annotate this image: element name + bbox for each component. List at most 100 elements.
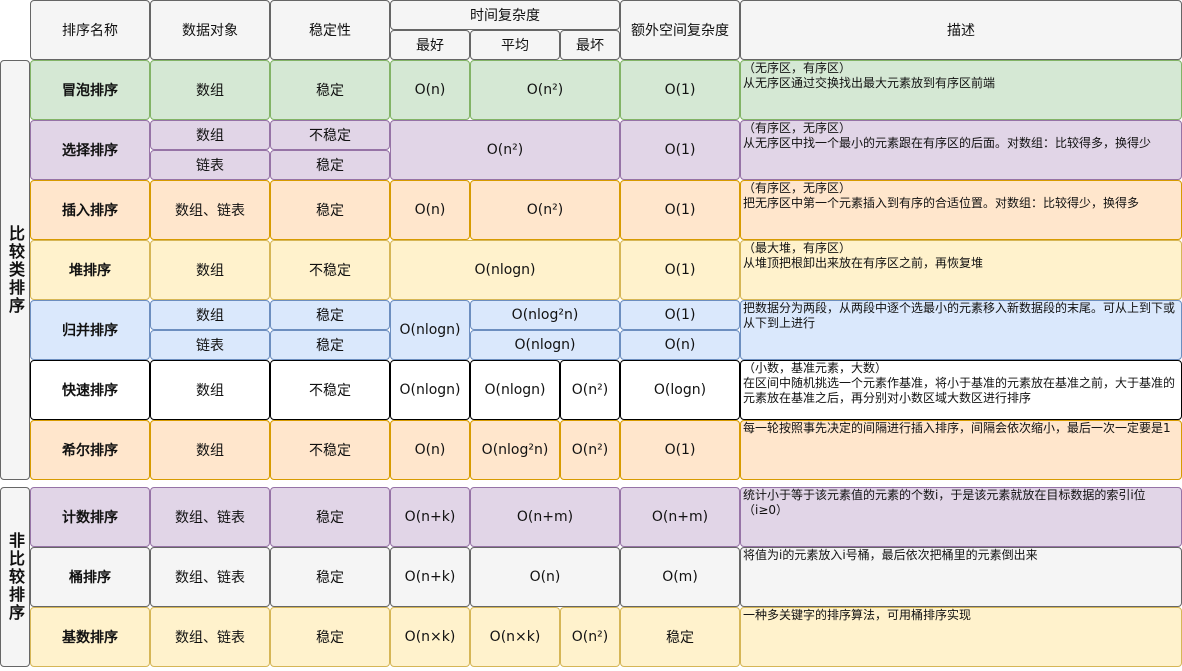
table-cell: O(n×k) (470, 607, 560, 667)
table-cell: 链表 (150, 330, 270, 360)
table-cell: 稳定 (270, 487, 390, 547)
table-cell: O(n²) (560, 360, 620, 420)
table-cell: O(n+k) (390, 487, 470, 547)
table-cell: 数组、链表 (150, 607, 270, 667)
sort-name: 插入排序 (30, 180, 150, 240)
header-cell: 排序名称 (30, 0, 150, 60)
description: （最大堆，有序区） 从堆顶把根卸出来放在有序区之前，再恢复堆 (740, 240, 1182, 300)
sort-name: 希尔排序 (30, 420, 150, 480)
table-cell: O(n) (390, 420, 470, 480)
description-line: 统计小于等于该元素值的元素的个数i，于是该元素就放在目标数据的索引i位（i≥0） (743, 488, 1146, 517)
table-cell: O(nlogn) (470, 360, 560, 420)
table-cell: O(1) (620, 120, 740, 180)
table-cell: O(m) (620, 547, 740, 607)
sort-name: 冒泡排序 (30, 60, 150, 120)
description-line: 从堆顶把根卸出来放在有序区之前，再恢复堆 (743, 256, 984, 270)
description: 将值为i的元素放入i号桶，最后依次把桶里的元素倒出来 (740, 547, 1182, 607)
group-label: 比较类排序 (0, 60, 30, 480)
table-cell: 数组 (150, 60, 270, 120)
table-cell: 稳定 (270, 60, 390, 120)
table-cell: O(nlogn) (390, 360, 470, 420)
table-cell: O(1) (620, 420, 740, 480)
table-cell: 不稳定 (270, 240, 390, 300)
description: （小数，基准元素，大数） 在区间中随机挑选一个元素作基准，将小于基准的元素放在基准… (740, 360, 1182, 420)
table-cell: O(1) (620, 300, 740, 330)
table-cell: 数组、链表 (150, 180, 270, 240)
table-cell: O(1) (620, 180, 740, 240)
table-cell: 稳定 (270, 607, 390, 667)
header-cell: 最坏 (560, 30, 620, 60)
description-line: （有序区，无序区） (743, 121, 852, 135)
header-cell: 最好 (390, 30, 470, 60)
header-cell: 平均 (470, 30, 560, 60)
description-line: 每一轮按照事先决定的间隔进行插入排序，间隔会依次缩小，最后一次一定要是1 (743, 421, 1171, 435)
description-line: （无序区，有序区） (743, 61, 852, 75)
description: （有序区，无序区） 把无序区中第一个元素插入到有序的合适位置。对数组：比较得少，换… (740, 180, 1182, 240)
table-cell: O(n) (390, 180, 470, 240)
table-cell: O(nlog²n) (470, 300, 620, 330)
description: 一种多关键字的排序算法，可用桶排序实现 (740, 607, 1182, 667)
description-line: （有序区，无序区） (743, 181, 852, 195)
header-cell: 描述 (740, 0, 1182, 60)
table-cell: 数组 (150, 120, 270, 150)
table-cell: 数组 (150, 360, 270, 420)
table-cell: 数组 (150, 300, 270, 330)
description: 统计小于等于该元素值的元素的个数i，于是该元素就放在目标数据的索引i位（i≥0） (740, 487, 1182, 547)
table-cell: O(n+m) (620, 487, 740, 547)
table-cell: O(nlog²n) (470, 420, 560, 480)
sort-name: 快速排序 (30, 360, 150, 420)
table-cell: 稳定 (270, 330, 390, 360)
description-line: 从无序区通过交换找出最大元素放到有序区前端 (743, 76, 996, 90)
description-line: （最大堆，有序区） (743, 241, 852, 255)
table-cell: O(n) (620, 330, 740, 360)
description-line: 把无序区中第一个元素插入到有序的合适位置。对数组：比较得少，换得多 (743, 196, 1140, 210)
table-cell: O(logn) (620, 360, 740, 420)
description: 把数据分为两段，从两段中逐个选最小的元素移入新数据段的末尾。可从上到下或从下到上… (740, 300, 1182, 360)
description: （无序区，有序区） 从无序区通过交换找出最大元素放到有序区前端 (740, 60, 1182, 120)
table-cell: O(1) (620, 240, 740, 300)
table-cell: O(nlogn) (390, 240, 620, 300)
table-cell: 不稳定 (270, 360, 390, 420)
description: （有序区，无序区） 从无序区中找一个最小的元素跟在有序区的后面。对数组：比较得多，… (740, 120, 1182, 180)
description: 每一轮按照事先决定的间隔进行插入排序，间隔会依次缩小，最后一次一定要是1 (740, 420, 1182, 480)
table-cell: 稳定 (270, 300, 390, 330)
sort-name: 堆排序 (30, 240, 150, 300)
table-cell: O(nlogn) (470, 330, 620, 360)
table-cell: 稳定 (270, 150, 390, 180)
sort-name: 计数排序 (30, 487, 150, 547)
table-cell: O(n²) (560, 607, 620, 667)
table-cell: 稳定 (270, 180, 390, 240)
sort-name: 归并排序 (30, 300, 150, 360)
table-cell: 稳定 (270, 547, 390, 607)
table-cell: 数组、链表 (150, 487, 270, 547)
description-line: 一种多关键字的排序算法，可用桶排序实现 (743, 608, 972, 622)
table-cell: O(n) (470, 547, 620, 607)
table-cell: O(n+k) (390, 547, 470, 607)
table-cell: 不稳定 (270, 120, 390, 150)
header-cell: 时间复杂度 (390, 0, 620, 30)
description-line: 从无序区中找一个最小的元素跟在有序区的后面。对数组：比较得多，换得少 (743, 136, 1152, 150)
sort-name: 桶排序 (30, 547, 150, 607)
table-cell: O(1) (620, 60, 740, 120)
sort-name: 选择排序 (30, 120, 150, 180)
header-cell: 稳定性 (270, 0, 390, 60)
header-cell: 额外空间复杂度 (620, 0, 740, 60)
description-line: 在区间中随机挑选一个元素作基准，将小于基准的元素放在基准之前，大于基准的元素放在… (743, 376, 1176, 405)
description-line: 把数据分为两段，从两段中逐个选最小的元素移入新数据段的末尾。可从上到下或从下到上… (743, 301, 1176, 330)
header-cell: 数据对象 (150, 0, 270, 60)
description-line: （小数，基准元素，大数） (743, 361, 888, 375)
table-cell: O(n+m) (470, 487, 620, 547)
sort-name: 基数排序 (30, 607, 150, 667)
table-cell: 稳定 (620, 607, 740, 667)
table-cell: O(n²) (560, 420, 620, 480)
table-cell: 链表 (150, 150, 270, 180)
table-cell: 不稳定 (270, 420, 390, 480)
table-cell: O(n×k) (390, 607, 470, 667)
table-cell: O(n²) (470, 60, 620, 120)
table-cell: O(n²) (390, 120, 620, 180)
table-cell: 数组 (150, 420, 270, 480)
group-label: 非比较排序 (0, 487, 30, 667)
table-cell: 数组 (150, 240, 270, 300)
table-cell: O(n) (390, 60, 470, 120)
